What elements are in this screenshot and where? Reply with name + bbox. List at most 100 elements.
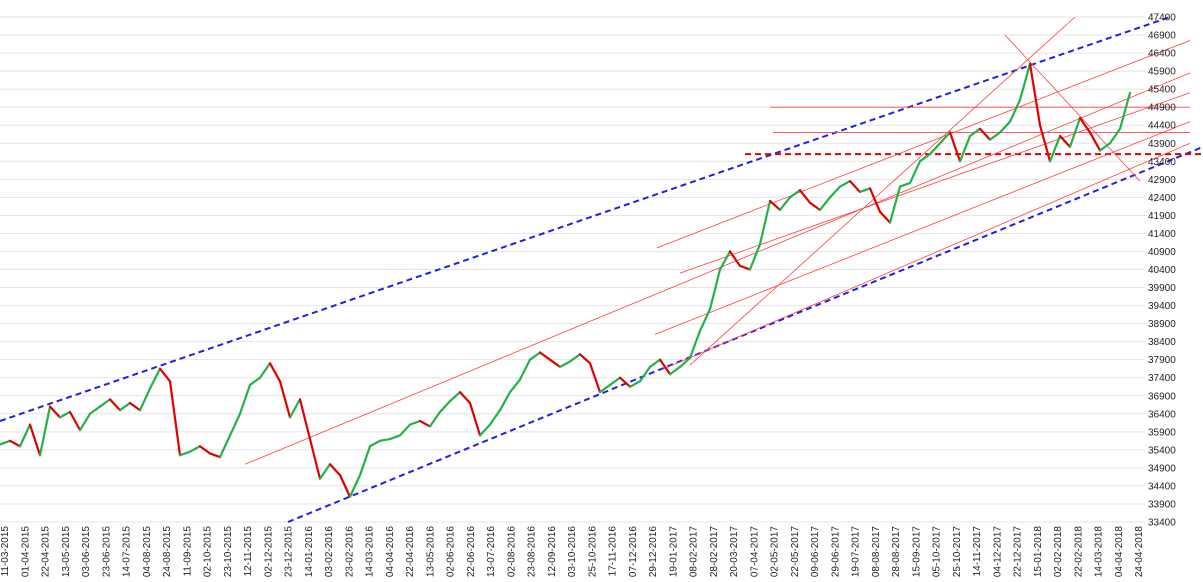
- y-tick-label: 47400: [1148, 13, 1176, 24]
- y-tick-label: 41400: [1148, 229, 1176, 240]
- price-segment: [338, 474, 352, 498]
- x-tick-label: 14-03-2016: [365, 526, 376, 578]
- x-tick-label: 04-12-2017: [992, 526, 1003, 578]
- price-segment: [398, 423, 412, 437]
- price-segment: [478, 423, 492, 437]
- x-tick-label: 04-04-2018: [1114, 526, 1125, 578]
- price-segment: [798, 189, 812, 204]
- x-tick-label: 02-02-2018: [1053, 526, 1064, 578]
- price-segment: [668, 365, 682, 376]
- x-tick-label: 22-12-2017: [1013, 526, 1024, 578]
- y-tick-label: 42400: [1148, 193, 1176, 204]
- y-tick-label: 42900: [1148, 175, 1176, 186]
- x-axis: 11-03-2015 01-04-2015 22-04-2015 13-05-2015…: [0, 526, 1145, 578]
- price-segment: [818, 196, 832, 212]
- price-segment: [78, 412, 92, 432]
- price-segment: [628, 380, 642, 388]
- price-segment: [758, 199, 772, 246]
- price-segment: [968, 127, 982, 138]
- price-segment: [658, 358, 672, 376]
- price-segment: [978, 127, 992, 141]
- price-segment: [838, 180, 852, 188]
- price-segment: [768, 199, 782, 212]
- price-segment: [488, 409, 502, 426]
- x-tick-label: 22-06-2016: [466, 526, 477, 578]
- y-tick-label: 36900: [1148, 391, 1176, 402]
- x-tick-label: 23-02-2016: [344, 526, 355, 578]
- x-tick-label: 02-05-2017: [770, 526, 781, 578]
- price-segment: [178, 450, 192, 457]
- x-tick-label: 12-11-2015: [243, 526, 254, 577]
- price-segment: [268, 362, 282, 383]
- price-segment: [678, 356, 692, 368]
- price-segment: [1048, 134, 1062, 163]
- trend-line: [656, 40, 1191, 249]
- x-tick-label: 13-05-2016: [425, 526, 436, 578]
- price-segment: [228, 412, 242, 437]
- x-tick-label: 22-05-2017: [790, 526, 801, 578]
- price-segment: [98, 398, 112, 408]
- price-segment: [38, 405, 52, 457]
- x-tick-label: 11-03-2015: [0, 526, 11, 577]
- trend-line: [679, 92, 1191, 274]
- price-segment: [868, 187, 882, 213]
- price-segment: [188, 445, 202, 453]
- x-tick-label: 04-04-2016: [385, 526, 396, 578]
- price-segment: [608, 376, 622, 387]
- price-segment: [128, 401, 142, 412]
- price-segment: [998, 120, 1012, 134]
- price-segment: [778, 196, 792, 212]
- price-segment: [788, 189, 802, 199]
- y-tick-label: 35400: [1148, 445, 1176, 456]
- trend-line: [244, 72, 1191, 465]
- price-segment: [848, 180, 862, 194]
- y-tick-label: 45400: [1148, 85, 1176, 96]
- x-tick-label: 09-06-2017: [810, 526, 821, 578]
- price-segment: [568, 353, 582, 363]
- price-segment: [388, 434, 402, 441]
- price-segment: [428, 410, 442, 428]
- price-segment: [878, 210, 892, 224]
- price-segment: [0, 439, 12, 446]
- x-tick-label: 28-08-2017: [891, 526, 902, 578]
- price-segment: [718, 250, 732, 271]
- price-segment: [358, 445, 372, 477]
- price-segment: [1098, 142, 1112, 152]
- price-segment: [318, 463, 332, 480]
- price-segment: [238, 383, 252, 415]
- trend-line: [1004, 34, 1141, 182]
- x-tick-label: 03-06-2015: [81, 526, 92, 578]
- price-segment: [688, 329, 702, 359]
- x-tick-label: 15-09-2017: [911, 526, 922, 578]
- price-segment: [508, 378, 522, 394]
- price-segment: [938, 131, 952, 145]
- price-segment: [738, 264, 752, 271]
- x-tick-label: 02-08-2016: [506, 526, 517, 578]
- price-segment: [28, 423, 42, 457]
- price-segment: [418, 419, 432, 428]
- x-tick-label: 24-04-2018: [1134, 526, 1145, 578]
- x-tick-label: 14-07-2015: [122, 526, 133, 578]
- price-segment: [498, 391, 512, 412]
- y-tick-label: 35900: [1148, 427, 1176, 438]
- price-segment: [158, 367, 172, 383]
- price-segment: [88, 405, 102, 415]
- x-tick-label: 25-10-2016: [587, 526, 598, 578]
- price-segment: [858, 187, 872, 194]
- price-segment: [588, 362, 602, 394]
- x-tick-label: 14-01-2016: [304, 526, 315, 578]
- price-segment: [278, 380, 292, 419]
- price-segment: [1038, 124, 1052, 163]
- price-segment: [378, 437, 392, 442]
- price-segment: [748, 243, 762, 271]
- price-segment: [708, 268, 722, 311]
- price-segment: [368, 439, 382, 448]
- price-segment: [898, 181, 912, 188]
- x-tick-label: 04-08-2015: [142, 526, 153, 578]
- y-tick-label: 34900: [1148, 463, 1176, 474]
- y-tick-label: 36400: [1148, 409, 1176, 420]
- price-segment: [918, 152, 932, 163]
- price-segment: [1028, 62, 1042, 127]
- x-tick-label: 23-10-2015: [223, 526, 234, 578]
- price-segment: [1118, 91, 1132, 130]
